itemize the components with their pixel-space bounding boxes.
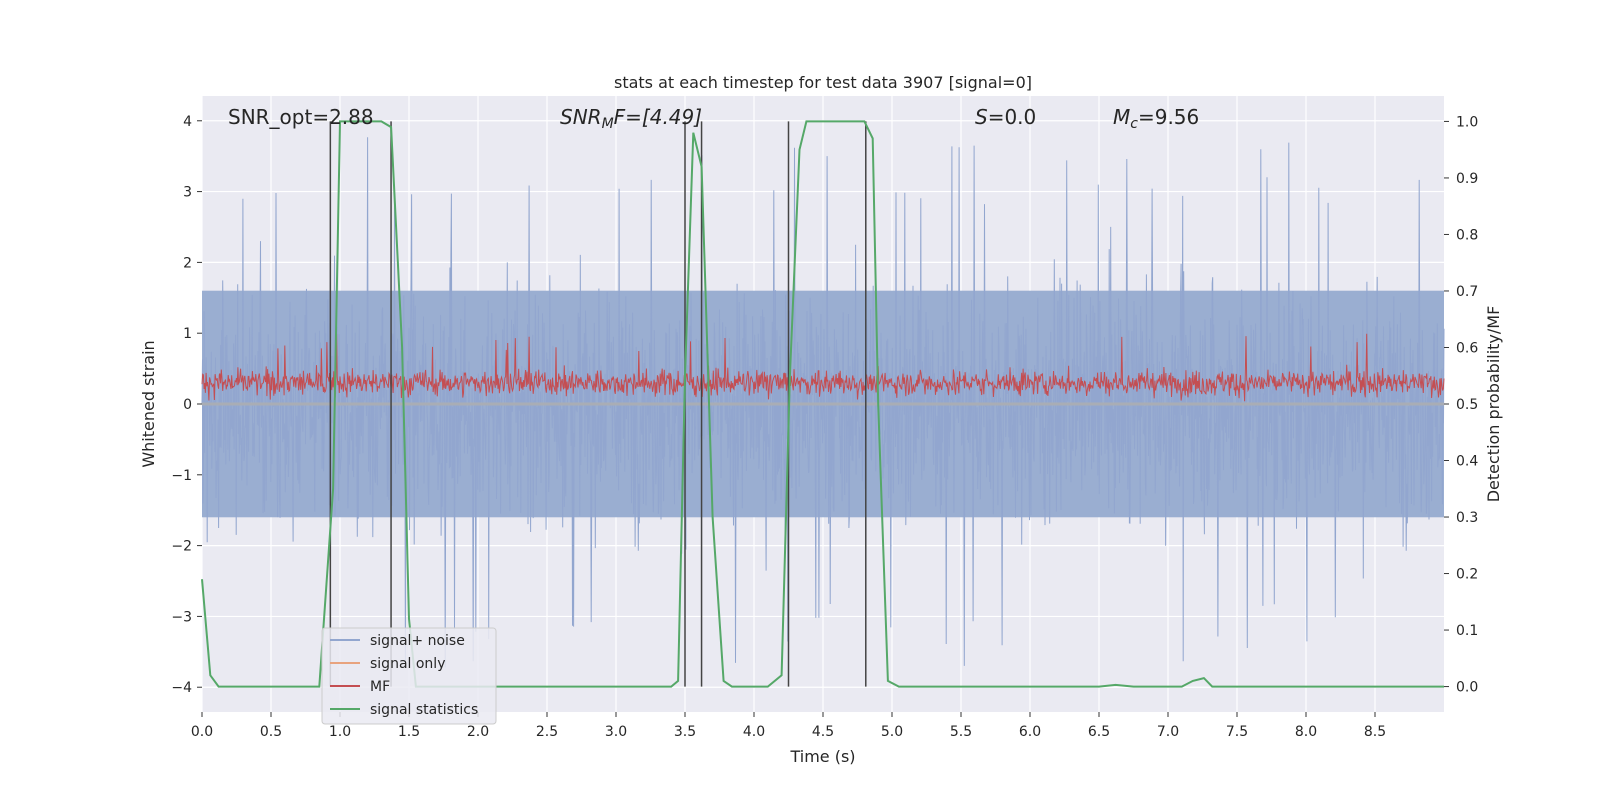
y-tick-label: 1 — [183, 326, 192, 342]
y-tick-label: −2 — [171, 539, 192, 555]
legend-label-signal-statistics: signal statistics — [370, 702, 478, 718]
annotation-snr-opt: SNR_opt=2.88 — [228, 105, 374, 129]
signal-statistics-line — [201, 120, 1444, 688]
annotation-s-var: S — [975, 105, 988, 129]
annotation-snr-mf-main: SNR — [560, 105, 602, 129]
x-tick-label: 8.0 — [1295, 724, 1317, 740]
vertical-lines — [329, 121, 867, 687]
x-tick-label: 5.5 — [950, 724, 972, 740]
x-tick-label: 4.0 — [743, 724, 765, 740]
x-tick-label: 0.5 — [260, 724, 282, 740]
y-right-tick-label: 0.5 — [1456, 397, 1478, 413]
legend-label-mf: MF — [370, 679, 390, 695]
series-mf — [201, 333, 1445, 406]
x-tick-label: 8.5 — [1364, 724, 1386, 740]
x-tick-label: 1.0 — [329, 724, 351, 740]
mf-trace — [201, 333, 1445, 402]
annotation-mc-sub: c — [1130, 116, 1138, 132]
y-right-tick-label: 0.4 — [1456, 454, 1478, 470]
x-tick-label: 3.5 — [674, 724, 696, 740]
y-tick-label: 0 — [183, 397, 192, 413]
legend-label-signal-noise: signal+ noise — [370, 633, 465, 649]
y-right-tick-label: 0.2 — [1456, 567, 1478, 583]
y-right-tick-label: 0.8 — [1456, 227, 1478, 243]
annotation-mc: Mc=9.56 — [1113, 105, 1199, 132]
x-tick-label: 2.5 — [536, 724, 558, 740]
y-right-tick-label: 1.0 — [1456, 114, 1478, 130]
chart-title: stats at each timestep for test data 390… — [614, 73, 1032, 92]
legend-box — [321, 627, 497, 725]
y-right-tick-label: 0.7 — [1456, 284, 1478, 300]
x-axis-label: Time (s) — [789, 747, 855, 766]
y-right-tick-label: 0.3 — [1456, 510, 1478, 526]
y-tick-label: 4 — [183, 114, 192, 130]
series-signal-statistics — [201, 120, 1444, 688]
annotation-snr-mf-sub: M — [602, 116, 614, 132]
x-tick-label: 3.0 — [605, 724, 627, 740]
annotation-snr-mf: SNRMF=[4.49] — [560, 105, 702, 132]
x-tick-label: 7.0 — [1157, 724, 1179, 740]
y-tick-label: 3 — [183, 185, 192, 201]
annotation-mc-main: M — [1113, 105, 1130, 129]
y-tick-label: −3 — [171, 609, 192, 625]
axis-ticks: 0.0 0.5 1.0 1.5 2.0 2.5 3.0 3.5 4.0 4.5 5.0 5.5 6.0 6… — [171, 114, 1478, 740]
x-tick-label: 1.5 — [398, 724, 420, 740]
y-tick-label: −1 — [171, 468, 192, 484]
annotation-snr-mf-rest: F=[4.49] — [614, 105, 702, 129]
y-tick-label: 2 — [183, 255, 192, 271]
y-right-tick-label: 0.6 — [1456, 340, 1478, 356]
annotation-s-rest: =0.0 — [988, 105, 1037, 129]
x-tick-label: 0.0 — [191, 724, 213, 740]
y-right-tick-label: 0.9 — [1456, 171, 1478, 187]
x-tick-label: 2.0 — [467, 724, 489, 740]
x-tick-label: 7.5 — [1226, 724, 1248, 740]
legend: signal+ noise signal only MF signal stat… — [321, 627, 497, 725]
annotation-mc-rest: =9.56 — [1138, 105, 1199, 129]
x-tick-label: 6.5 — [1088, 724, 1110, 740]
legend-label-signal-only: signal only — [370, 656, 445, 672]
noise-trace — [201, 137, 1445, 668]
y-tick-label: −4 — [171, 680, 192, 696]
y-axis-label: Whitened strain — [139, 340, 158, 467]
annotation-s: S=0.0 — [975, 105, 1036, 129]
y-right-axis-label: Detection probability/MF — [1484, 306, 1503, 503]
x-tick-label: 5.0 — [881, 724, 903, 740]
y-right-tick-label: 0.0 — [1456, 680, 1478, 696]
y-right-tick-label: 0.1 — [1456, 623, 1478, 639]
x-tick-label: 6.0 — [1019, 724, 1041, 740]
x-tick-label: 4.5 — [812, 724, 834, 740]
